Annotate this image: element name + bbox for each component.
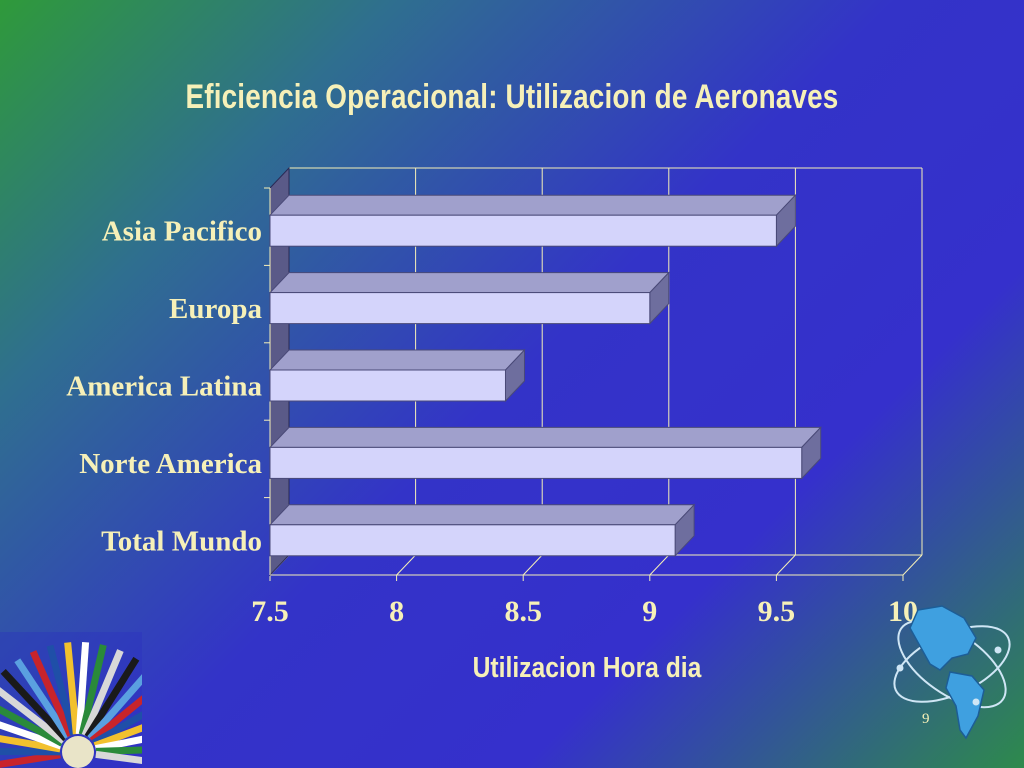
bar-front-face <box>269 292 651 325</box>
x-tick-label: 8.5 <box>504 595 542 628</box>
floor-gridline <box>902 554 923 576</box>
flag-ray <box>0 687 66 744</box>
category-label: Asia Pacifico <box>102 216 262 248</box>
flag-ray <box>0 721 63 750</box>
x-tick-label: 9 <box>642 595 657 628</box>
flag-ray <box>95 746 142 755</box>
flag-ray <box>87 674 142 741</box>
page-number: 9 <box>922 711 930 727</box>
bar-top-face <box>268 194 797 216</box>
floor-gridline <box>649 554 670 576</box>
floor-gridline <box>776 554 796 576</box>
bar-front-face <box>269 446 803 479</box>
bar-front-face <box>269 524 676 557</box>
flag-ray <box>0 668 69 742</box>
bar-front-face <box>269 369 506 402</box>
bar-europa <box>268 271 670 325</box>
bar-top-face <box>268 426 822 448</box>
bar-america-latina <box>268 348 526 403</box>
floor-gridline <box>396 554 416 576</box>
x-tick-label: 7.5 <box>251 595 289 628</box>
category-labels: Total Mundo Norte America America Latina Eu… <box>66 216 262 558</box>
bar-top-face <box>268 349 526 371</box>
flag-ray <box>14 658 71 739</box>
category-label: Europa <box>169 293 262 325</box>
x-tick-label: 9.5 <box>758 595 796 628</box>
x-axis-tick-labels: 7.5 8 8.5 9 9.5 10 <box>251 595 918 628</box>
bar-total-mundo <box>268 503 696 558</box>
flag-ray <box>0 735 61 753</box>
flag-ray <box>84 656 140 739</box>
chart-title: Eficiencia Operacional: Utilizacion de A… <box>185 78 839 116</box>
bars <box>268 193 822 558</box>
category-label: America Latina <box>66 371 262 403</box>
flag-ray <box>95 750 142 765</box>
category-label: Norte America <box>79 448 262 480</box>
x-tick-label: 8 <box>389 595 404 628</box>
flag-ray <box>94 735 142 752</box>
bar-front-face <box>269 214 777 247</box>
flag-ray <box>75 642 90 735</box>
oas-flags-logo-icon <box>0 632 142 768</box>
flag-ray <box>46 644 77 736</box>
x-axis-title: Utilizacion Hora dia <box>472 652 702 684</box>
flag-ray <box>78 644 107 736</box>
flag-ray <box>0 751 61 768</box>
flag-ray <box>0 705 64 747</box>
bar-top-face <box>268 504 696 526</box>
bar-top-face <box>268 272 670 294</box>
bar-norte-america <box>268 426 822 480</box>
americas-globe-logo-icon <box>893 605 1011 740</box>
flag-ray <box>91 711 142 747</box>
category-label: Total Mundo <box>101 525 262 557</box>
flag-ray <box>93 724 142 749</box>
floor-gridline <box>522 554 543 576</box>
flag-ray <box>89 695 142 744</box>
bar-asia-pacifico <box>268 193 797 248</box>
flag-ray <box>0 748 61 756</box>
flag-ray <box>64 642 80 735</box>
flag-ray <box>29 650 74 738</box>
flag-ray <box>81 649 124 737</box>
